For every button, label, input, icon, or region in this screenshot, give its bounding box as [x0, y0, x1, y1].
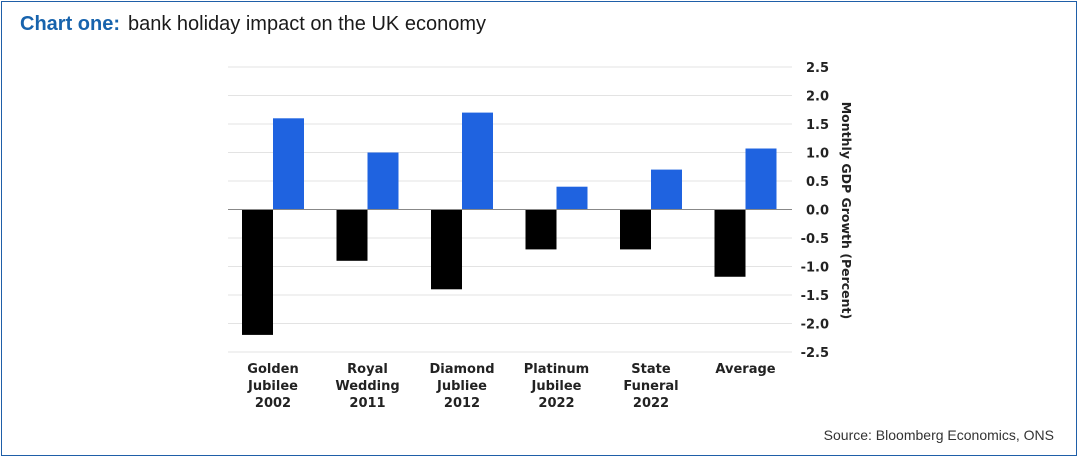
- x-category-label: Wedding: [335, 379, 399, 394]
- x-category-label: Royal: [347, 362, 388, 377]
- bar-positive: [273, 118, 304, 210]
- x-category-label: 2022: [538, 396, 574, 411]
- y-tick-label: 1.0: [806, 147, 829, 162]
- bar-negative: [620, 209, 651, 250]
- y-tick-label: -0.5: [801, 232, 829, 247]
- y-tick-label: 2.5: [806, 61, 829, 76]
- x-category-label: 2002: [255, 396, 291, 411]
- chart-title: bank holiday impact on the UK economy: [128, 13, 486, 35]
- bar-negative: [525, 209, 557, 250]
- y-tick-label: -2.5: [801, 346, 829, 361]
- x-category-label: Average: [715, 362, 775, 377]
- x-category-label: Jubliee: [436, 379, 487, 394]
- y-tick-label: -2.0: [801, 318, 829, 333]
- x-category-label: State: [631, 362, 671, 377]
- bar-negative: [431, 209, 462, 290]
- y-axis-title: Monthly GDP Growth (Percent): [839, 102, 854, 320]
- bar-positive: [367, 152, 399, 210]
- y-tick-label: 0.5: [806, 175, 829, 190]
- x-category-label: Jubilee: [247, 379, 298, 394]
- x-category-label: 2012: [444, 396, 480, 411]
- chart-heading: Chart one: bank holiday impact on the UK …: [20, 13, 486, 36]
- bar-positive: [556, 186, 588, 210]
- bar-positive: [462, 112, 493, 210]
- y-tick-label: 1.5: [806, 118, 829, 133]
- x-category-label: 2022: [633, 396, 669, 411]
- y-tick-label: 0.0: [806, 204, 829, 219]
- x-category-label: Platinum: [524, 362, 589, 377]
- bar-negative: [714, 209, 746, 277]
- bar-positive: [651, 169, 682, 210]
- x-category-label: Diamond: [429, 362, 494, 377]
- bar-negative: [336, 209, 368, 261]
- source-note: Source: Bloomberg Economics, ONS: [823, 427, 1054, 443]
- bar-positive: [745, 148, 777, 210]
- chart-heading-lead: Chart one:: [20, 13, 120, 35]
- x-category-label: Golden: [247, 362, 298, 377]
- y-tick-label: -1.0: [801, 261, 829, 276]
- y-tick-label: 2.0: [806, 90, 829, 105]
- x-category-label: Funeral: [623, 379, 678, 394]
- x-category-label: 2011: [349, 396, 385, 411]
- x-category-label: Jubilee: [531, 379, 582, 394]
- y-tick-label: -1.5: [801, 289, 829, 304]
- bar-negative: [242, 209, 273, 335]
